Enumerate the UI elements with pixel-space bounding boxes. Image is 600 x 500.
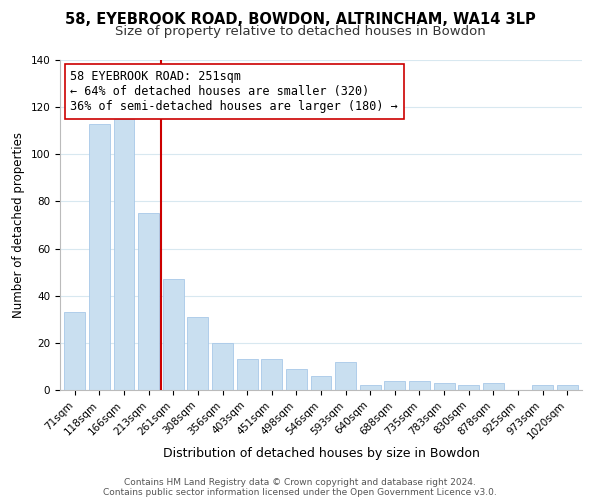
Bar bbox=[89, 124, 110, 390]
X-axis label: Distribution of detached houses by size in Bowdon: Distribution of detached houses by size … bbox=[163, 446, 479, 460]
Text: Contains HM Land Registry data © Crown copyright and database right 2024.: Contains HM Land Registry data © Crown c… bbox=[124, 478, 476, 487]
Text: 58 EYEBROOK ROAD: 251sqm
← 64% of detached houses are smaller (320)
36% of semi-: 58 EYEBROOK ROAD: 251sqm ← 64% of detach… bbox=[70, 70, 398, 113]
Bar bbox=[138, 213, 159, 390]
Text: Size of property relative to detached houses in Bowdon: Size of property relative to detached ho… bbox=[115, 25, 485, 38]
Bar bbox=[261, 360, 282, 390]
Bar bbox=[113, 119, 134, 390]
Bar bbox=[286, 369, 307, 390]
Bar bbox=[434, 383, 455, 390]
Y-axis label: Number of detached properties: Number of detached properties bbox=[12, 132, 25, 318]
Bar bbox=[557, 386, 578, 390]
Bar bbox=[64, 312, 85, 390]
Bar bbox=[483, 383, 504, 390]
Bar bbox=[385, 380, 406, 390]
Bar bbox=[187, 317, 208, 390]
Text: 58, EYEBROOK ROAD, BOWDON, ALTRINCHAM, WA14 3LP: 58, EYEBROOK ROAD, BOWDON, ALTRINCHAM, W… bbox=[65, 12, 535, 28]
Bar bbox=[335, 362, 356, 390]
Bar bbox=[409, 380, 430, 390]
Text: Contains public sector information licensed under the Open Government Licence v3: Contains public sector information licen… bbox=[103, 488, 497, 497]
Bar bbox=[532, 386, 553, 390]
Bar bbox=[236, 360, 257, 390]
Bar bbox=[163, 279, 184, 390]
Bar bbox=[458, 386, 479, 390]
Bar bbox=[360, 386, 381, 390]
Bar bbox=[311, 376, 331, 390]
Bar bbox=[212, 343, 233, 390]
